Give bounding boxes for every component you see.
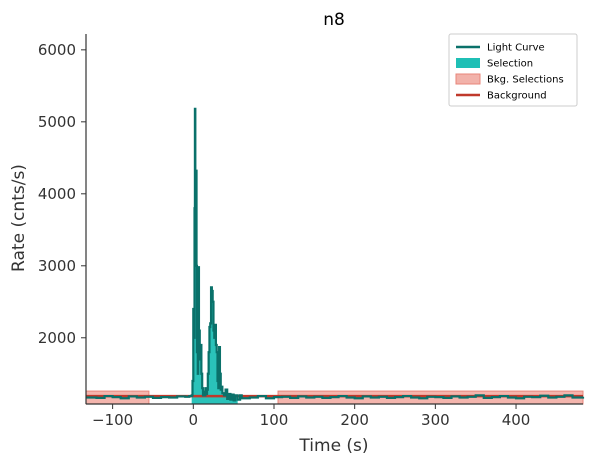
legend-frame <box>448 33 578 107</box>
y-axis-title: Rate (cnts/s) <box>9 164 29 272</box>
x-tick-label: 200 <box>340 411 369 429</box>
x-tick-label: 0 <box>189 411 199 429</box>
y-tick-label: 3000 <box>38 257 76 275</box>
selection-layer <box>191 108 238 404</box>
ticks: −100 0 100 200 300 400 2000 3000 4000 5000 6000 <box>38 41 531 429</box>
chart-title: n8 <box>323 10 345 30</box>
x-tick-label: 100 <box>260 411 289 429</box>
legend-patch-swatch <box>455 73 481 85</box>
x-tick-label: 300 <box>421 411 450 429</box>
x-tick-label: −100 <box>92 411 133 429</box>
axes <box>85 34 583 405</box>
legend-patch-swatch <box>456 58 480 68</box>
selection-area <box>191 108 238 404</box>
legend-label: Selection <box>487 59 533 70</box>
y-tick-label: 6000 <box>38 41 76 59</box>
x-tick-label: 400 <box>502 411 531 429</box>
y-tick-label: 4000 <box>38 185 76 203</box>
legend-label: Background <box>487 91 547 102</box>
y-tick-label: 5000 <box>38 113 76 131</box>
x-axis-title: Time (s) <box>298 436 368 456</box>
light-curve-layer <box>86 107 585 402</box>
legend-label: Bkg. Selections <box>487 75 564 86</box>
legend-label: Light Curve <box>487 43 545 54</box>
light-curve-line <box>86 107 585 402</box>
legend: Light Curve Selection Bkg. Selections Backg… <box>448 33 578 107</box>
y-tick-label: 2000 <box>38 329 76 347</box>
